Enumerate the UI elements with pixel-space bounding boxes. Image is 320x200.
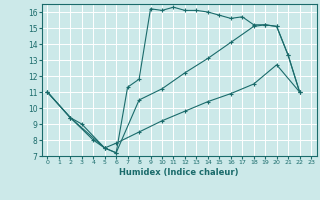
X-axis label: Humidex (Indice chaleur): Humidex (Indice chaleur)	[119, 168, 239, 177]
